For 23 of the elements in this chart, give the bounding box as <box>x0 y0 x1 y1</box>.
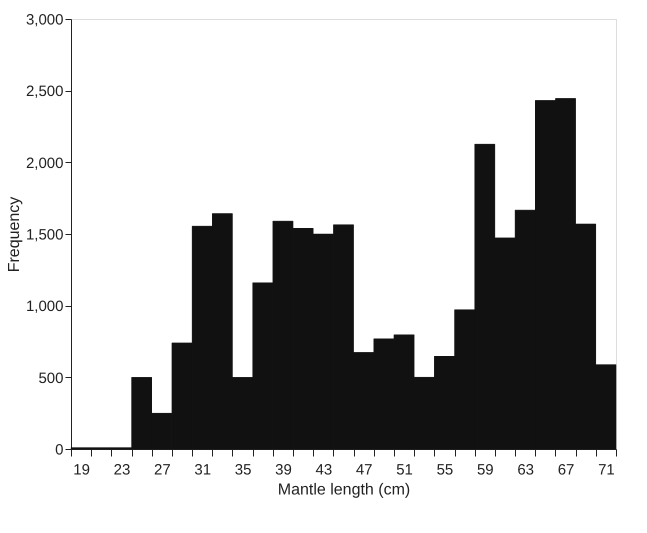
y-tick-label: 500 <box>38 370 64 387</box>
x-tick-label: 39 <box>275 462 292 478</box>
y-axis-title: Frequency <box>6 196 23 272</box>
x-tick-label: 43 <box>315 462 332 478</box>
x-tick-label: 47 <box>356 462 373 478</box>
x-tick-label: 51 <box>396 462 413 478</box>
x-tick-label: 71 <box>598 462 615 478</box>
x-tick-label: 67 <box>558 462 574 478</box>
x-tick-label: 31 <box>194 462 212 478</box>
x-tick-label: 55 <box>436 462 454 478</box>
x-tick-label: 19 <box>73 462 90 478</box>
x-tick-label: 59 <box>476 462 494 478</box>
y-tick-label: 0 <box>55 442 64 458</box>
x-tick-label: 27 <box>154 462 171 478</box>
y-tick-label: 2,500 <box>26 83 64 100</box>
y-tick-label: 1,000 <box>26 298 64 316</box>
y-tick-label: 1,500 <box>26 226 64 244</box>
x-tick-label: 63 <box>517 462 534 478</box>
x-axis-title: Mantle length (cm) <box>278 482 410 498</box>
x-tick-label: 35 <box>234 462 252 478</box>
x-tick-label: 23 <box>114 462 130 478</box>
y-tick-label: 3,000 <box>26 12 64 28</box>
y-tick-label: 2,000 <box>26 154 64 172</box>
